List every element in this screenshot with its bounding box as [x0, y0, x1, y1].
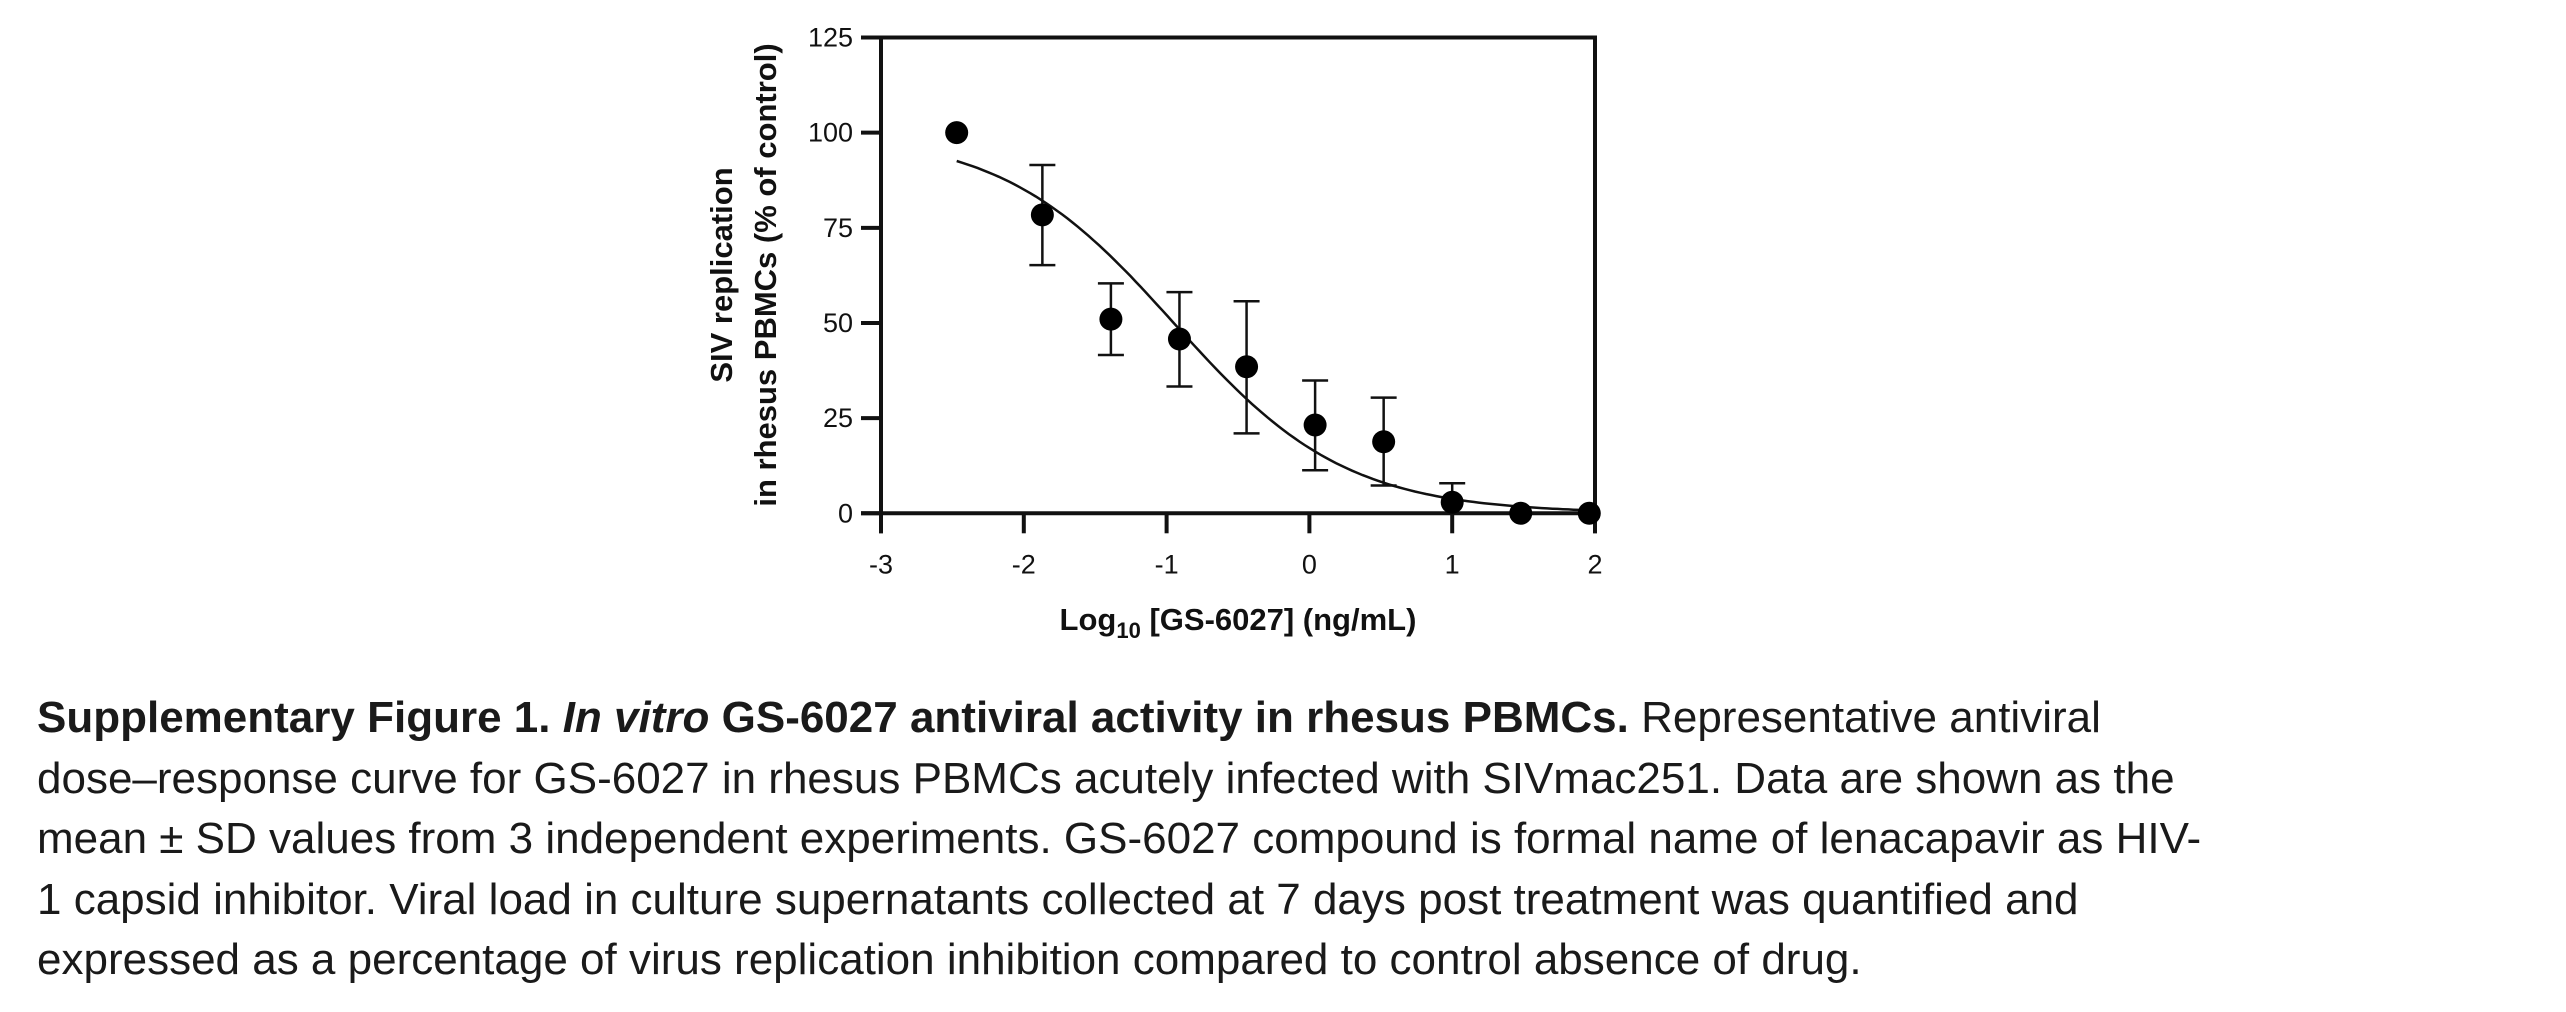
dose-response-chart: 0 25 50 75 100 125 -3 -2 -1 0 1 2 SIV replication i…: [704, 23, 1603, 644]
data-point: [1099, 307, 1123, 331]
y-tick-label: 50: [823, 308, 853, 338]
y-tick-label: 0: [838, 498, 853, 528]
caption-text-1: Representative antiviral: [1628, 693, 2101, 742]
data-point: [945, 121, 969, 145]
caption-title: GS-6027 antiviral activity in rhesus PBM…: [709, 693, 1629, 742]
x-axis-title-prefix: Log: [1060, 602, 1117, 637]
y-axis-title-line-1: SIV replication: [704, 167, 739, 382]
y-tick-label: 25: [823, 403, 853, 433]
x-axis-title-subscript: 10: [1116, 618, 1140, 643]
y-tick-label: 100: [808, 118, 853, 148]
data-point: [1303, 413, 1327, 437]
data-point: [1509, 501, 1533, 525]
y-tick-label: 75: [823, 213, 853, 243]
data-point: [1030, 203, 1054, 227]
caption-label: Supplementary Figure 1.: [37, 693, 551, 742]
fit-curve: [956, 159, 1590, 512]
data-point: [1577, 501, 1601, 525]
y-axis-title-line-2: in rhesus PBMCs (% of control): [748, 43, 783, 506]
data-point: [1372, 430, 1396, 454]
x-tick-label: -3: [869, 549, 893, 579]
caption-line-2: dose–response curve for GS-6027 in rhesu…: [37, 753, 2175, 803]
caption-line-5: expressed as a percentage of virus repli…: [37, 935, 1862, 984]
x-tick-label: -2: [1012, 549, 1036, 579]
caption-line-3: mean ± SD values from 3 independent expe…: [37, 814, 2202, 863]
caption-line-4: 1 capsid inhibitor. Viral load in cultur…: [37, 874, 2079, 924]
y-tick-label: 125: [808, 23, 853, 53]
data-point: [1440, 490, 1464, 514]
x-tick-label: -1: [1155, 549, 1179, 579]
data-point: [1235, 355, 1259, 379]
x-tick-label: 2: [1587, 549, 1602, 579]
x-tick-label: 0: [1302, 549, 1317, 579]
caption-line-1: Supplementary Figure 1. In vitro GS-6027…: [37, 688, 2547, 749]
data-point: [1167, 327, 1191, 351]
axes: 0 25 50 75 100 125 -3 -2 -1 0 1 2: [808, 23, 1603, 580]
x-axis-title-suffix: [GS-6027] (ng/mL): [1141, 602, 1417, 637]
figure-caption: Supplementary Figure 1. In vitro GS-6027…: [37, 688, 2547, 991]
caption-title-italic: In vitro: [562, 693, 710, 742]
x-tick-label: 1: [1445, 549, 1460, 579]
data-marks: [945, 121, 1601, 525]
x-axis-title: Log10 [GS-6027] (ng/mL): [1060, 602, 1417, 643]
